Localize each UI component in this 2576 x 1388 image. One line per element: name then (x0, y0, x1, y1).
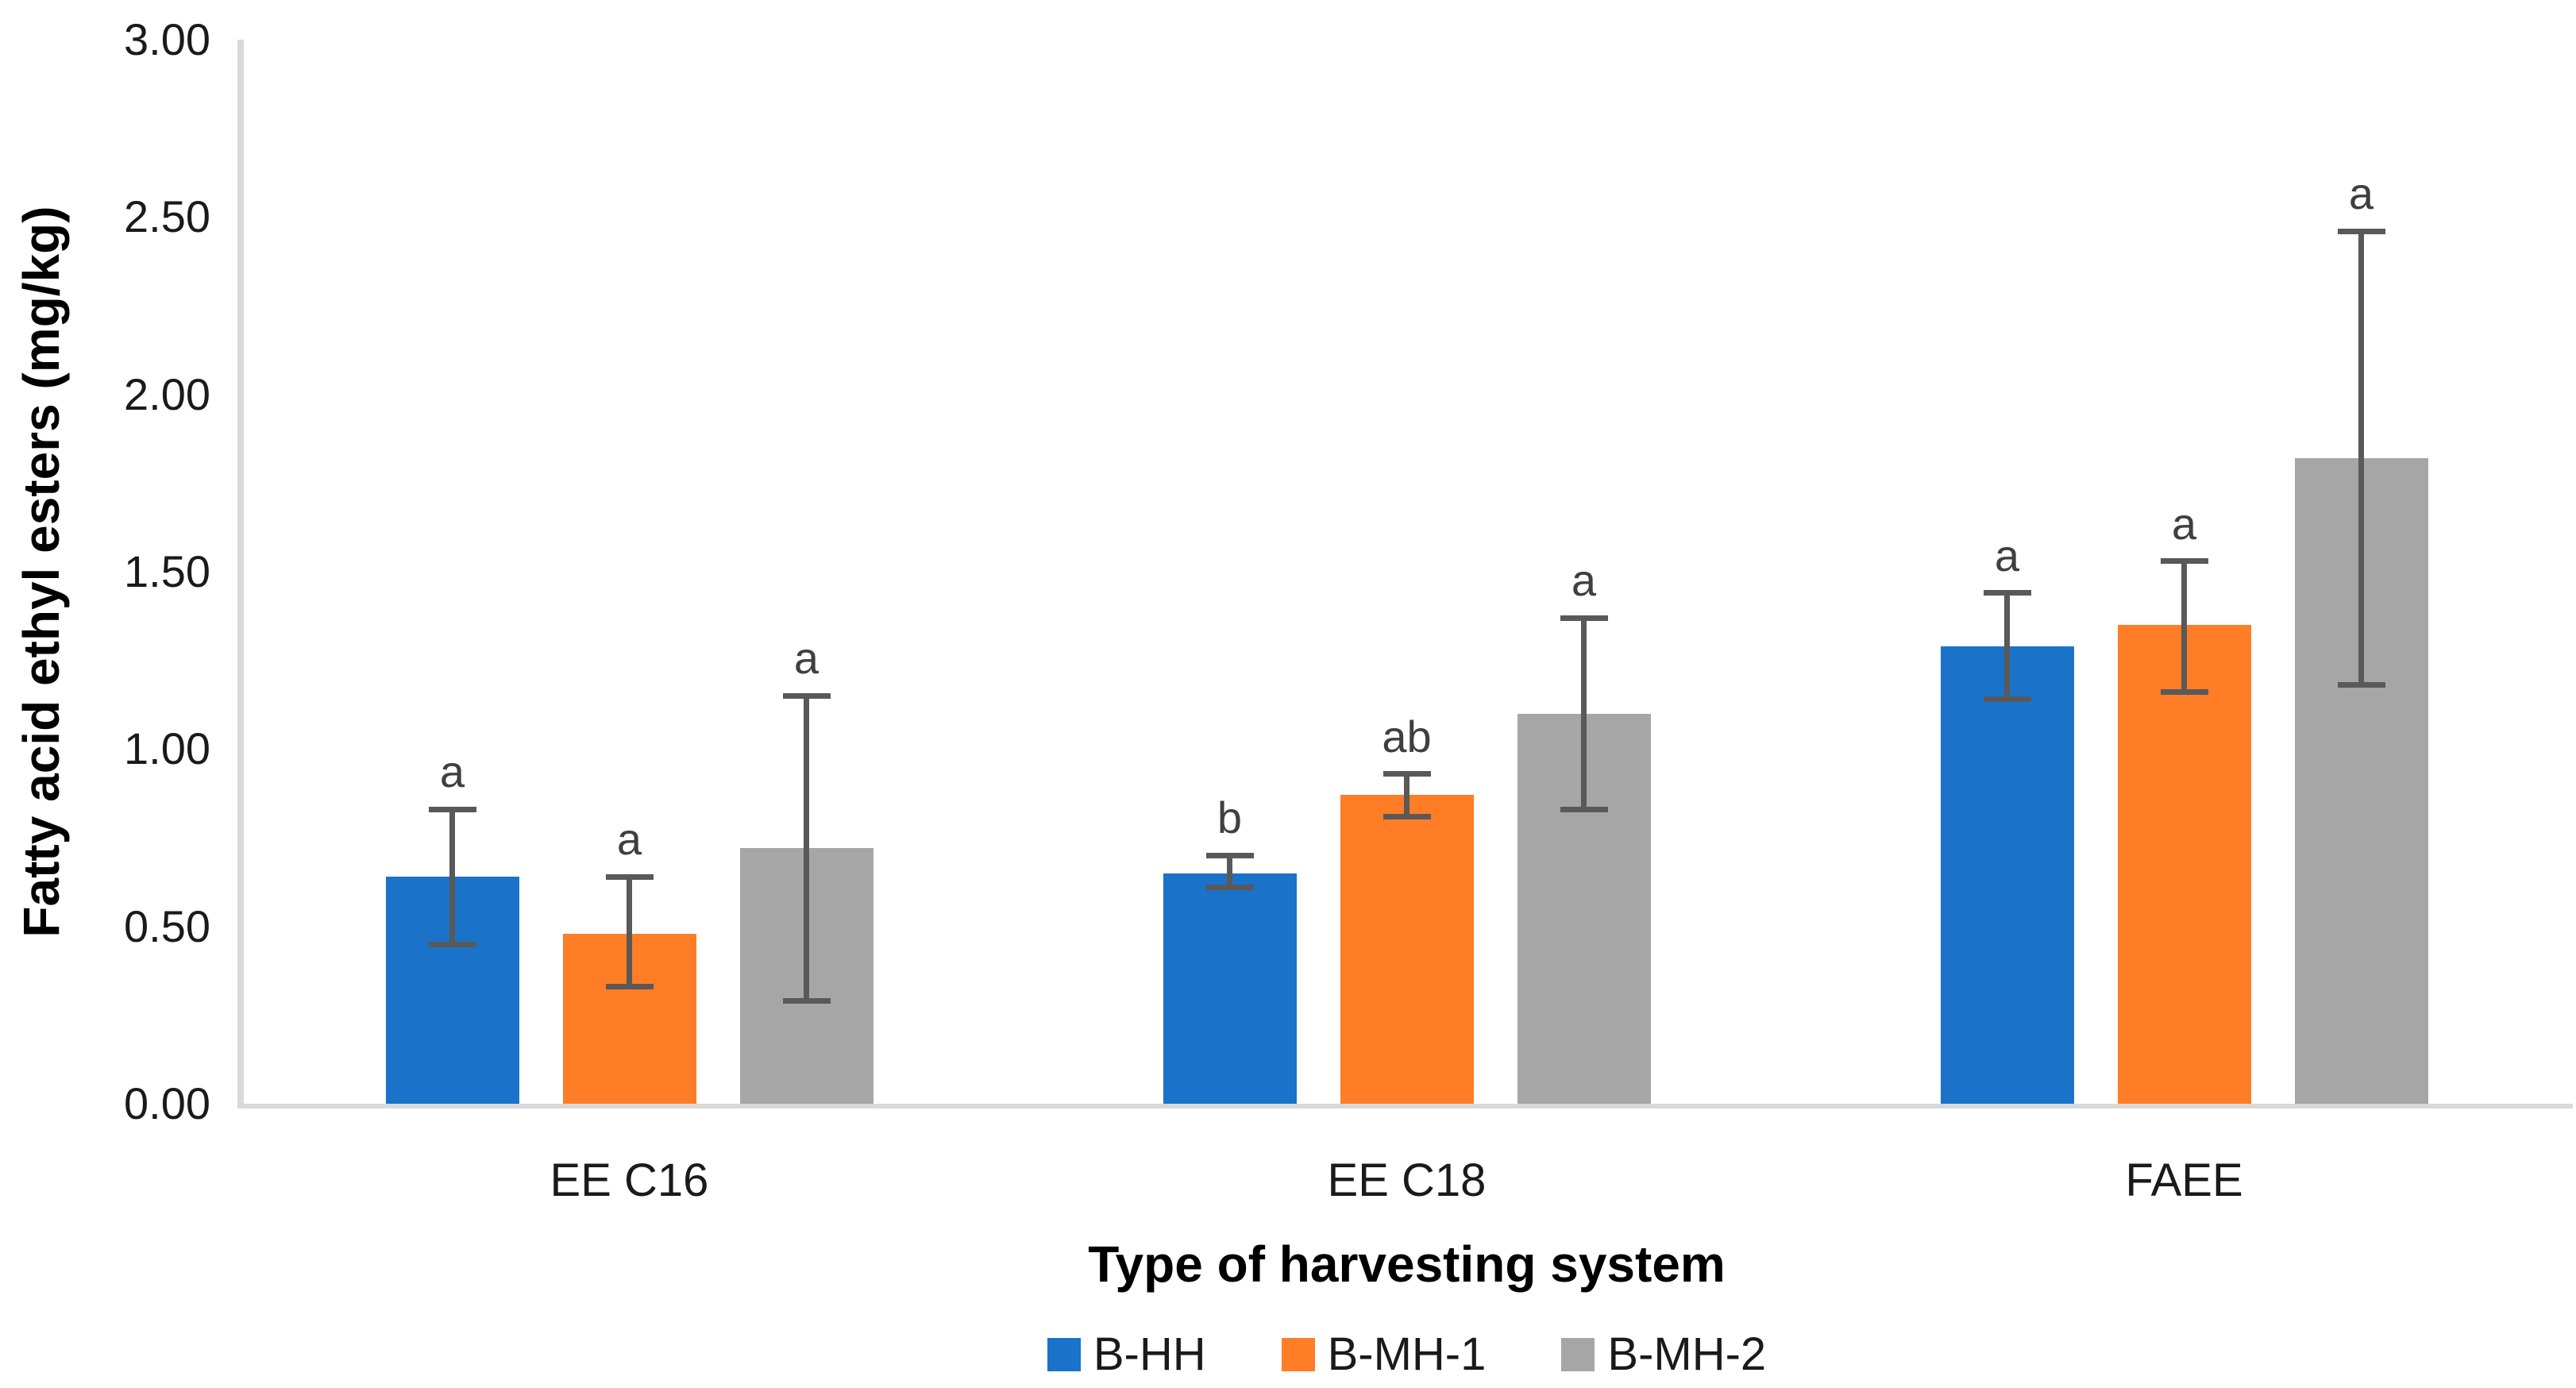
error-bar-cap (605, 984, 654, 990)
bar-B-HH-EE C18 (1163, 873, 1297, 1104)
y-tick-label: 1.00 (124, 723, 210, 774)
legend-swatch-icon (1047, 1338, 1081, 1371)
category-label-FAEE: FAEE (2125, 1155, 2243, 1206)
error-bar (2358, 231, 2364, 685)
error-bar (1227, 855, 1232, 888)
error-bar-cap (1983, 590, 2031, 596)
error-bar (1581, 618, 1587, 810)
error-bar-cap (428, 806, 476, 812)
legend-label: B-MH-1 (1327, 1328, 1487, 1380)
error-bar (804, 696, 809, 1001)
significance-letter: a (1994, 530, 2020, 580)
bar-B-HH-FAEE (1940, 646, 2074, 1104)
legend-swatch-icon (1561, 1338, 1595, 1371)
legend-item-B-MH-2: B-MH-2 (1561, 1327, 1766, 1382)
significance-letter: a (2348, 168, 2374, 219)
error-bar-cap (782, 997, 831, 1004)
legend-swatch-icon (1281, 1338, 1315, 1371)
significance-letter: a (439, 746, 465, 797)
x-axis-title: Type of harvesting system (1088, 1236, 1726, 1293)
y-axis-line (237, 40, 244, 1108)
error-bar-cap (1382, 813, 1431, 819)
bar-B-MH-1-FAEE (2117, 625, 2251, 1104)
error-bar (1404, 773, 1409, 817)
significance-letter: a (2171, 498, 2197, 549)
significance-letter: ab (1382, 711, 1432, 761)
error-bar-cap (2337, 682, 2385, 688)
y-tick-label: 1.50 (124, 546, 210, 596)
category-label-EE C16: EE C16 (550, 1155, 709, 1206)
bar-B-MH-1-EE C18 (1340, 795, 1474, 1104)
error-bar-cap (1560, 615, 1608, 621)
error-bar-cap (2160, 689, 2208, 696)
category-label-EE C18: EE C18 (1327, 1155, 1487, 1206)
error-bar-cap (2337, 228, 2385, 234)
error-bar (449, 809, 455, 944)
y-tick-label: 2.00 (124, 368, 210, 419)
significance-letter: a (616, 814, 642, 865)
error-bar-cap (1382, 771, 1431, 777)
legend: B-HH B-MH-1 B-MH-2 (241, 1324, 2573, 1385)
legend-item-B-HH: B-HH (1047, 1327, 1206, 1382)
error-bar (2181, 561, 2187, 692)
y-tick-label: 3.00 (124, 14, 210, 64)
error-bar-cap (605, 873, 654, 880)
error-bar-cap (428, 941, 476, 947)
legend-label: B-HH (1093, 1328, 1206, 1380)
significance-letter: b (1217, 792, 1243, 843)
error-bar-cap (2160, 558, 2208, 565)
legend-item-B-MH-1: B-MH-1 (1281, 1327, 1487, 1382)
error-bar-cap (1205, 885, 1254, 891)
y-tick-label: 0.50 (124, 900, 210, 951)
error-bar-cap (1205, 852, 1254, 858)
x-axis-line (237, 1104, 2573, 1108)
error-bar-cap (1983, 696, 2031, 703)
error-bar (627, 877, 632, 987)
error-bar (2004, 592, 2010, 700)
y-tick-label: 0.00 (124, 1078, 210, 1128)
error-bar-cap (782, 692, 831, 699)
legend-label: B-MH-2 (1607, 1328, 1767, 1380)
y-tick-label: 2.50 (124, 191, 210, 242)
error-bar-cap (1560, 806, 1608, 812)
significance-letter: a (1571, 555, 1597, 606)
significance-letter: a (793, 633, 819, 684)
